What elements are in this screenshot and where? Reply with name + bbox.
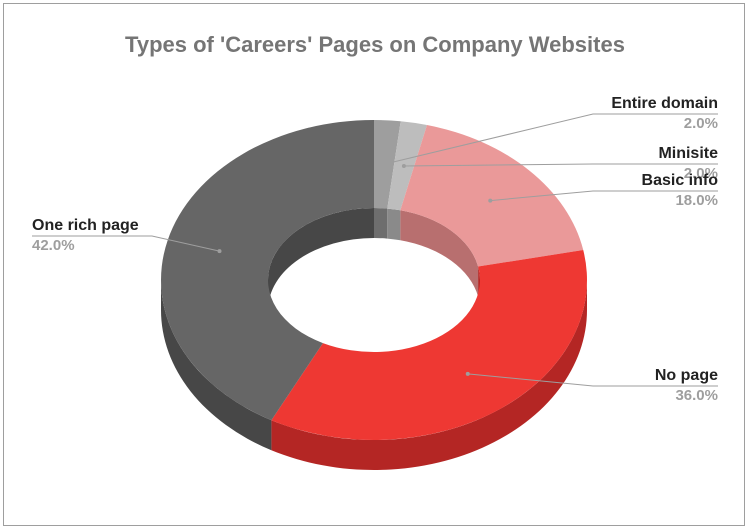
slice-label-minisite: Minisite [658, 145, 718, 162]
leader-line-one-rich-page [32, 235, 220, 252]
slice-percent-minisite: 2.0% [684, 165, 718, 182]
slice-label-one-rich-page: One rich page [32, 217, 139, 234]
leader-dot-one-rich-page [217, 249, 222, 254]
slice-inner-side-minisite [387, 208, 401, 241]
leader-dot-entire-domain [382, 162, 387, 167]
leader-line-entire-domain [383, 113, 718, 165]
leader-line-minisite [403, 163, 718, 167]
leader-dot-minisite [401, 164, 406, 169]
donut-top [161, 120, 588, 441]
donut-depth [161, 208, 587, 470]
slice-label-entire-domain: Entire domain [611, 95, 718, 112]
leader-dot-no-page [465, 371, 470, 376]
slice-side-no-page [271, 280, 587, 470]
leader-line-no-page [467, 373, 718, 387]
slice-label-no-page: No page [655, 367, 718, 384]
leader-dot-basic-info [488, 198, 493, 203]
slice-percent-entire-domain: 2.0% [684, 115, 718, 132]
slice-basic-info[interactable] [400, 125, 584, 267]
slice-percent-basic-info: 18.0% [675, 192, 718, 209]
slice-percent-one-rich-page: 42.0% [32, 237, 75, 254]
slice-label-basic-info: Basic info [642, 172, 719, 189]
slice-one-rich-page[interactable] [161, 120, 374, 421]
slice-entire-domain[interactable] [374, 120, 401, 209]
chart-title: Types of 'Careers' Pages on Company Webs… [125, 32, 625, 57]
slice-inner-side-entire-domain [374, 208, 388, 239]
slice-inner-side-one-rich-page [268, 208, 374, 310]
slice-no-page[interactable] [271, 250, 588, 441]
leader-line-basic-info [490, 190, 718, 202]
slice-side-one-rich-page [161, 280, 272, 451]
slice-inner-side-basic-info [400, 210, 479, 297]
leader-lines [32, 113, 718, 387]
slice-percent-no-page: 36.0% [675, 387, 718, 404]
